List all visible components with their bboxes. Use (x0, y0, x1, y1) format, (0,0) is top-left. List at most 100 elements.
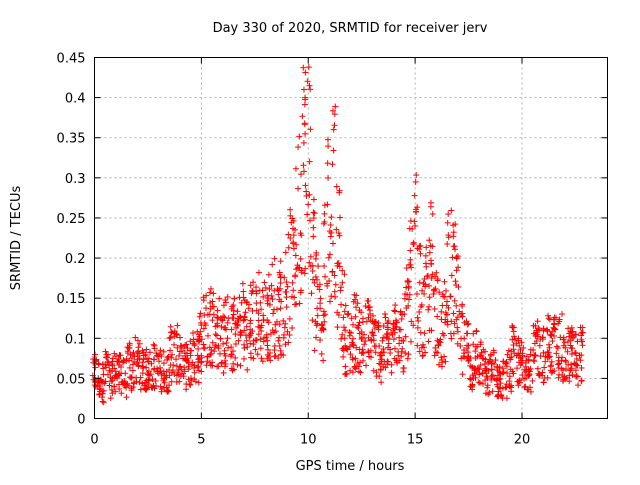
data-point (479, 355, 486, 362)
data-point (514, 365, 521, 372)
data-point (510, 342, 517, 349)
data-point (519, 352, 526, 359)
data-point (350, 335, 357, 342)
data-point (137, 374, 144, 381)
data-point (438, 308, 445, 315)
data-point (100, 399, 107, 406)
data-point (213, 332, 220, 339)
data-point (545, 315, 552, 322)
data-point (329, 268, 336, 275)
data-point (410, 322, 417, 329)
data-point (121, 380, 128, 387)
data-point (222, 299, 229, 306)
data-point (104, 371, 111, 378)
data-point (314, 312, 321, 319)
data-point (290, 245, 297, 252)
data-point (117, 364, 124, 371)
data-point (365, 348, 372, 355)
data-point (109, 377, 116, 384)
data-point (234, 308, 241, 315)
data-point (362, 338, 369, 345)
data-point (300, 168, 307, 175)
data-point (184, 357, 191, 364)
data-point (154, 368, 161, 375)
data-point (240, 355, 247, 362)
data-point (525, 357, 532, 364)
data-point (324, 160, 331, 167)
data-point (130, 384, 137, 391)
data-point (388, 361, 395, 368)
data-point (342, 327, 349, 334)
data-point (228, 326, 235, 333)
data-point (176, 352, 183, 359)
data-point (214, 307, 221, 314)
data-point (568, 361, 575, 368)
data-point (218, 359, 225, 366)
data-point (304, 211, 311, 218)
data-point (425, 338, 432, 345)
data-point (229, 303, 236, 310)
data-point (306, 217, 313, 224)
data-point (295, 144, 302, 151)
data-point (572, 331, 579, 338)
data-point (426, 282, 433, 289)
data-point (120, 357, 127, 364)
data-point (370, 367, 377, 374)
data-point (489, 372, 496, 379)
data-point (407, 247, 414, 254)
data-point (335, 230, 342, 237)
data-point (292, 226, 299, 233)
data-point (116, 385, 123, 392)
data-point (578, 364, 585, 371)
data-point (360, 357, 367, 364)
data-point (112, 388, 119, 395)
data-point (452, 278, 459, 285)
data-point (329, 161, 336, 168)
data-point (330, 240, 337, 247)
data-point (230, 307, 237, 314)
data-point (306, 158, 313, 165)
data-point (185, 363, 192, 370)
data-point (246, 334, 253, 341)
data-point (307, 86, 314, 93)
data-point (239, 280, 246, 287)
data-point (173, 356, 180, 363)
data-point (160, 377, 167, 384)
data-point (312, 318, 319, 325)
data-point (259, 358, 266, 365)
data-point (220, 340, 227, 347)
data-point (378, 379, 385, 386)
data-point (247, 317, 254, 324)
data-point (553, 350, 560, 357)
data-point (352, 355, 359, 362)
data-point (234, 322, 241, 329)
data-point (499, 365, 506, 372)
data-point (416, 279, 423, 286)
data-point (492, 357, 499, 364)
data-point (353, 292, 360, 299)
data-point (392, 308, 399, 315)
data-point (397, 309, 404, 316)
data-point (552, 326, 559, 333)
data-point (341, 271, 348, 278)
data-point (310, 196, 317, 203)
data-point (434, 313, 441, 320)
data-point (336, 232, 343, 239)
data-point (340, 353, 347, 360)
data-point (503, 360, 510, 367)
data-point (404, 355, 411, 362)
data-point (220, 369, 227, 376)
data-point (283, 279, 290, 286)
data-point (287, 212, 294, 219)
data-point (545, 341, 552, 348)
data-point (222, 352, 229, 359)
data-point (411, 218, 418, 225)
data-point (568, 365, 575, 372)
data-point (569, 334, 576, 341)
data-point (466, 375, 473, 382)
data-point (100, 387, 107, 394)
data-point (153, 350, 160, 357)
data-point (276, 342, 283, 349)
data-point (473, 327, 480, 334)
